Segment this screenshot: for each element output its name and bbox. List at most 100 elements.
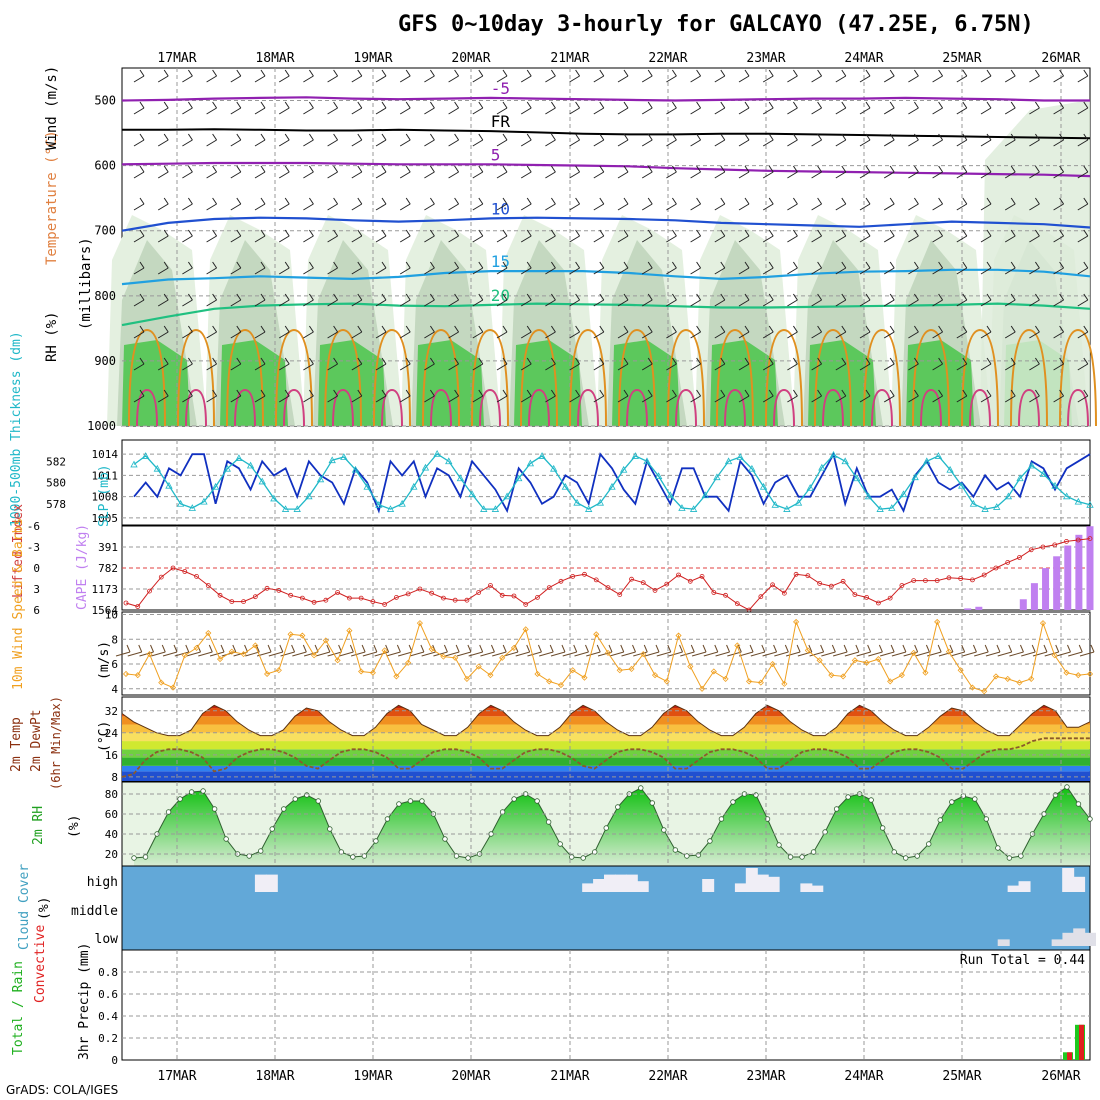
wind-barb-10m	[1032, 651, 1048, 657]
wind-barb-10m	[902, 644, 907, 653]
wind-barb	[792, 101, 798, 109]
wind-barb	[254, 203, 266, 211]
wind-barb	[932, 235, 943, 243]
wind-barb	[230, 203, 242, 211]
isotherm-arch-inner	[626, 388, 648, 427]
wind-barb-10m	[267, 644, 272, 653]
wind-tick-label: 6	[111, 658, 118, 671]
wind-barb	[1053, 267, 1064, 275]
wind-barb	[889, 389, 895, 397]
wind-speed-point	[369, 669, 376, 676]
wind-barb	[762, 107, 774, 115]
wind-barb	[1083, 69, 1089, 77]
wind-barb	[738, 363, 750, 371]
wind-barb	[133, 395, 145, 403]
wind-barb-10m	[1031, 644, 1036, 653]
wind-barb	[254, 139, 266, 147]
wind-barb-10m	[244, 644, 249, 653]
wind-barb	[230, 331, 242, 339]
wind-speed-point	[1051, 652, 1058, 659]
wind-barb	[690, 363, 701, 371]
wind-barb	[163, 389, 169, 397]
wind-barb	[768, 101, 774, 109]
wind-barb	[883, 139, 895, 147]
wind-barb	[206, 171, 217, 179]
wind-barb	[472, 299, 484, 307]
rh-point	[511, 796, 517, 802]
wind-barb	[817, 357, 823, 365]
rh-point	[718, 816, 725, 822]
wind-speed-point	[746, 678, 753, 685]
wind-speed-point	[875, 656, 882, 663]
wind-barb	[448, 363, 459, 371]
wind-barb	[424, 267, 435, 275]
wind-barb	[236, 229, 242, 237]
wind-barb	[647, 165, 653, 173]
wind-barb	[1077, 395, 1089, 403]
thickness-point	[829, 451, 838, 458]
wind-barb	[889, 357, 895, 365]
wind-barb	[623, 101, 629, 109]
wind-barb	[502, 261, 508, 269]
wind-barb-10m	[679, 644, 683, 653]
wind-barb	[714, 299, 726, 307]
wind-barb	[496, 299, 508, 307]
wind-barb	[835, 171, 847, 179]
wind-barb	[883, 331, 895, 339]
wind-barb-10m	[832, 651, 848, 657]
wind-barb-10m	[585, 644, 589, 653]
rh-point	[603, 825, 609, 831]
wind-speed-point	[181, 652, 188, 659]
wind-barb	[1004, 75, 1016, 83]
wind-speed-point	[781, 680, 788, 687]
wind-barb	[696, 293, 702, 301]
wind-barb	[913, 357, 919, 365]
wind-barb-10m	[420, 644, 425, 653]
precip-run-total: Run Total = 0.44	[960, 953, 1085, 968]
wind-barb	[1059, 69, 1065, 77]
wind-barb	[212, 165, 218, 173]
isotherm-label: 15	[491, 252, 510, 271]
wind-barb	[690, 331, 701, 339]
rh-point	[188, 789, 195, 795]
wind-barb	[744, 229, 750, 237]
isotherm-line	[121, 268, 1091, 286]
wind-barb	[575, 389, 581, 397]
wind-barb	[859, 139, 871, 147]
wind-barb	[617, 139, 629, 147]
precip-tick-label: 0	[111, 1054, 118, 1067]
wind-barb	[811, 203, 822, 211]
lifted-index-point	[417, 586, 423, 592]
wind-barb	[448, 395, 459, 403]
thickness-point	[1086, 500, 1094, 508]
wind-barb	[1004, 235, 1016, 243]
wind-barb	[787, 171, 798, 179]
wind-barb	[236, 197, 242, 205]
wind-barb	[424, 363, 435, 371]
wind-barb	[599, 165, 605, 173]
wind-barb	[792, 133, 798, 141]
wind-barb	[569, 139, 580, 147]
rh-point	[730, 799, 736, 805]
wind-barb	[762, 75, 774, 83]
wind-speed-point	[287, 631, 294, 638]
lifted-index-point	[781, 590, 787, 596]
wind-barb-10m	[502, 644, 507, 653]
lifted-index-point	[734, 601, 740, 607]
wind-barb	[647, 357, 653, 365]
wind-barb	[478, 69, 484, 77]
wind-barb	[1029, 331, 1040, 339]
isotherm-arch-inner	[822, 388, 844, 427]
wind-barb	[278, 363, 290, 371]
wind-barb	[883, 171, 895, 179]
x-tick-label-bottom: 22MAR	[648, 1069, 687, 1084]
wind-barb	[1029, 171, 1040, 179]
wind-barb	[429, 261, 435, 269]
wind-barb	[787, 267, 798, 275]
wind-barb-10m	[549, 644, 554, 653]
wind-barb	[550, 389, 556, 397]
wind-barb	[956, 331, 968, 339]
wind-barb-10m	[138, 644, 143, 653]
wind-barb	[260, 357, 266, 365]
wind-barb	[908, 331, 919, 339]
